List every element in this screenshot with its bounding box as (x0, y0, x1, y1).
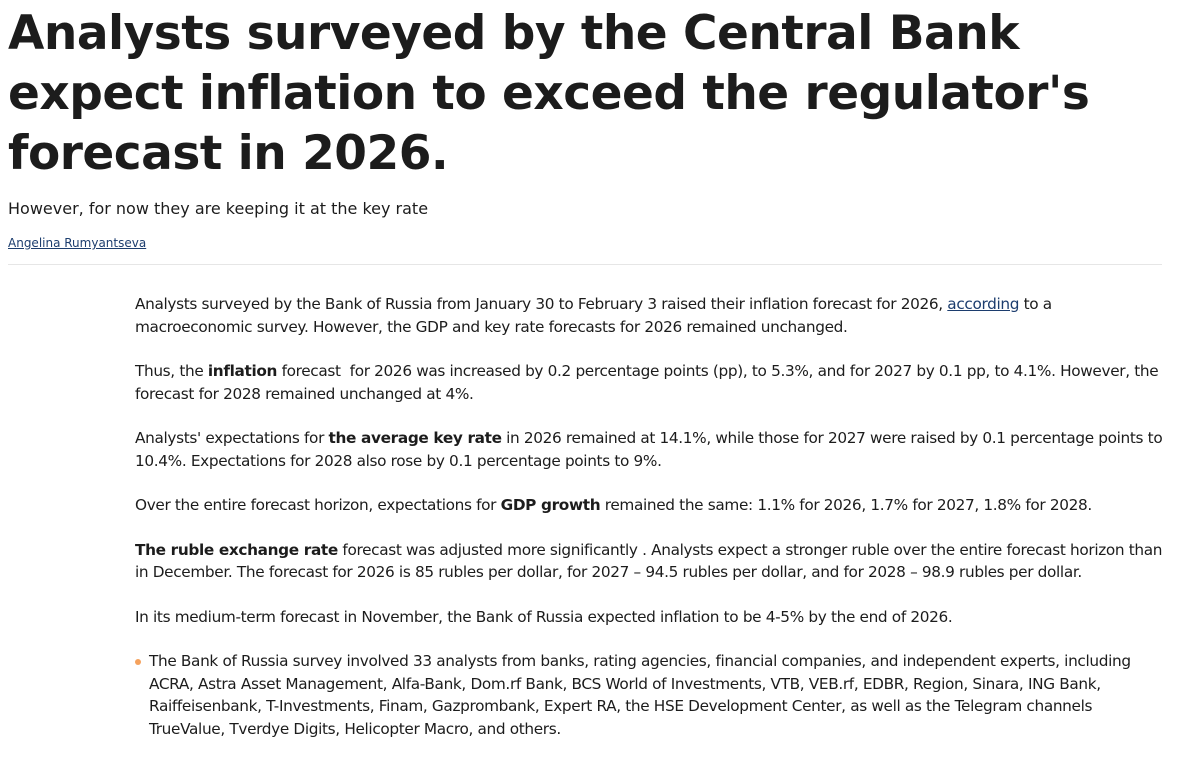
paragraph-text: forecast was adjusted more significantly… (135, 540, 1163, 582)
paragraph-text: Analysts' expectations for (135, 429, 329, 447)
bold-term: The ruble exchange rate (135, 540, 338, 559)
paragraph-text: in 2026 remained at 14.1%, while those f… (135, 429, 1163, 470)
paragraph-text: remained the same: 1.1% for 2026, 1.7% f… (600, 496, 1092, 514)
paragraph-ruble: The ruble exchange rate forecast was adj… (135, 539, 1165, 584)
paragraph-text: Over the entire forecast horizon, expect… (135, 496, 501, 514)
note-text: The Bank of Russia survey involved 33 an… (149, 652, 1131, 738)
paragraph-key-rate: Analysts' expectations for the average k… (135, 427, 1165, 472)
bullet-dot-icon (135, 659, 141, 665)
paragraph-text: forecast for 2026 was increased by 0.2 p… (135, 362, 1159, 403)
paragraph-inflation: Thus, the inflation forecast for 2026 wa… (135, 360, 1165, 405)
survey-note: The Bank of Russia survey involved 33 an… (135, 650, 1165, 740)
paragraph-survey: Analysts surveyed by the Bank of Russia … (135, 293, 1165, 338)
divider (8, 264, 1162, 265)
article-body: Analysts surveyed by the Bank of Russia … (135, 293, 1165, 740)
paragraph-text: Analysts surveyed by the Bank of Russia … (135, 295, 948, 313)
according-link[interactable]: according (947, 295, 1020, 313)
bold-term: the average key rate (328, 429, 502, 447)
paragraph-gdp: Over the entire forecast horizon, expect… (135, 494, 1165, 517)
paragraph-text: Thus, the (135, 362, 208, 380)
author-link[interactable]: Angelina Rumyantseva (8, 236, 147, 250)
headline: Analysts surveyed by the Central Bank ex… (8, 6, 1090, 181)
subtitle: However, for now they are keeping it at … (8, 199, 429, 218)
bold-term: GDP growth (500, 496, 601, 514)
paragraph-medium-term: In its medium-term forecast in November,… (135, 607, 953, 626)
paragraph-text: to a macroeconomic survey. However, the … (135, 295, 1052, 336)
bold-term: inflation (207, 362, 278, 380)
